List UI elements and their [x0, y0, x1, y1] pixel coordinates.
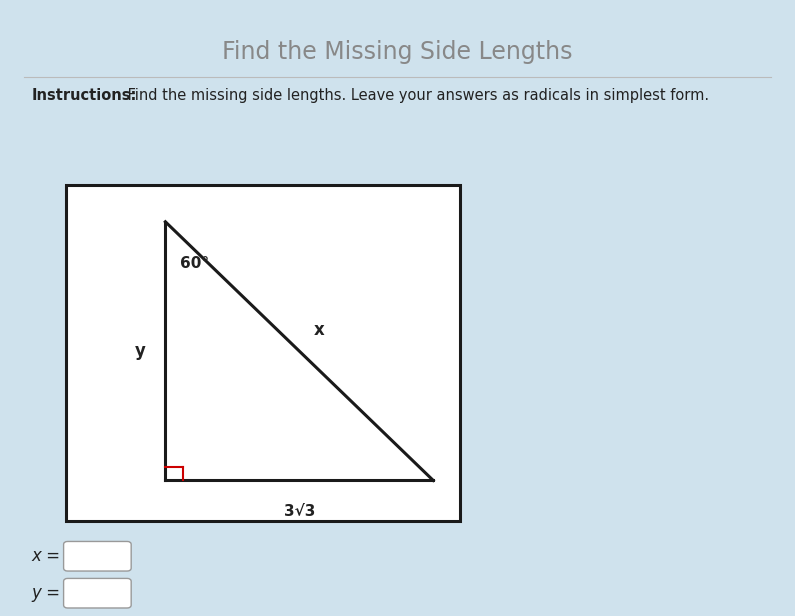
Text: x =: x = — [32, 546, 60, 565]
Text: Find the Missing Side Lengths: Find the Missing Side Lengths — [223, 41, 572, 64]
Bar — [66, 185, 460, 521]
Text: 60°: 60° — [180, 256, 209, 270]
FancyBboxPatch shape — [64, 541, 131, 571]
FancyBboxPatch shape — [64, 578, 131, 608]
Text: x: x — [314, 320, 324, 339]
Text: y: y — [134, 342, 145, 360]
Text: y =: y = — [32, 583, 60, 602]
Text: 3√3: 3√3 — [284, 504, 315, 519]
Text: Find the missing side lengths. Leave your answers as radicals in simplest form.: Find the missing side lengths. Leave you… — [123, 88, 709, 103]
Text: Instructions:: Instructions: — [32, 88, 138, 103]
